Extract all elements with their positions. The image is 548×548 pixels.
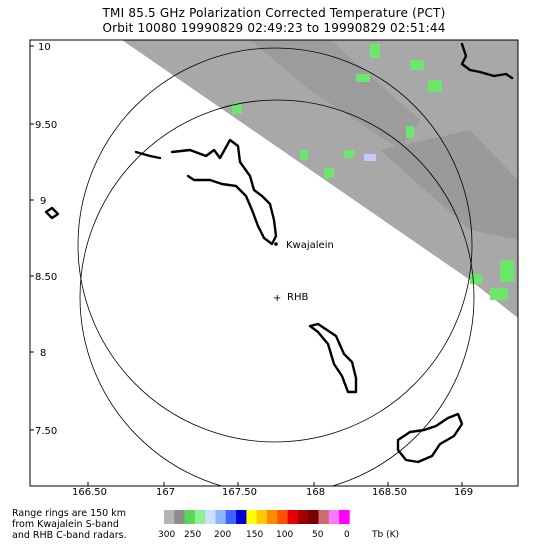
lat-tick-label: 10: [38, 42, 51, 53]
legend-swatch: [164, 510, 175, 524]
legend-label: 200: [214, 530, 231, 540]
legend-label: 250: [184, 530, 201, 540]
legend-swatch: [339, 510, 350, 524]
range-rings: [77, 47, 475, 486]
legend-swatch: [174, 510, 185, 524]
coastlines: [44, 42, 514, 464]
legend-swatch: [297, 510, 309, 524]
color-legend: [164, 510, 350, 524]
legend-swatch: [205, 510, 216, 524]
legend-swatch: [308, 510, 319, 524]
legend-label: 100: [276, 530, 293, 540]
legend-unit: Tb (K): [371, 530, 399, 540]
legend-swatch: [236, 510, 247, 524]
lat-tick-label: 9.50: [35, 120, 57, 131]
lat-tick-label: 7.50: [35, 426, 57, 437]
legend-swatch: [225, 510, 237, 524]
lon-tick-label: 168: [306, 487, 325, 498]
legend-swatch: [184, 510, 196, 524]
rhb-range-ring: [79, 99, 475, 486]
range-ring-note: Range rings are 150 km from Kwajalein S-…: [12, 508, 127, 541]
legend-label: 150: [246, 530, 263, 540]
satellite-swath: [122, 40, 518, 318]
legend-swatch: [215, 510, 227, 524]
maloelap-atoll-outline: [308, 322, 358, 394]
legend-label: 50: [312, 530, 324, 540]
lon-tick-label: 167.50: [222, 487, 257, 498]
legend-swatch: [318, 510, 330, 524]
chart-subtitle: Orbit 10080 19990829 02:49:23 to 1999082…: [102, 21, 446, 35]
lon-tick-label: 167: [156, 487, 175, 498]
legend-swatch: [328, 510, 340, 524]
kwajalein-atoll-outline: [134, 138, 278, 246]
legend-label: 0: [344, 530, 350, 540]
longitude-labels: 166.50 167 167.50 168 168.50 169: [72, 487, 473, 498]
lat-tick-label: 8.50: [35, 272, 57, 283]
legend-labels: 300 250 200 150 100 50 0 Tb (K): [158, 530, 399, 540]
legend-swatch: [267, 510, 278, 524]
plot-frame: [29, 39, 519, 487]
kwajalein-range-ring: [77, 47, 473, 443]
lon-tick-label: 168.50: [372, 487, 407, 498]
chart-title: TMI 85.5 GHz Polarization Corrected Temp…: [102, 6, 446, 20]
rhb-marker: + RHB: [273, 292, 308, 304]
rhb-plus: +: [273, 293, 281, 304]
lon-tick-label: 166.50: [72, 487, 107, 498]
kwajalein-marker: Kwajalein: [274, 240, 334, 251]
axis-ticks: [30, 45, 463, 486]
wotje-atoll-outline: [460, 42, 514, 80]
legend-label: 300: [158, 530, 175, 540]
lat-tick-label: 9: [40, 196, 46, 207]
swath-shading: [380, 130, 518, 240]
swath-region: [122, 40, 518, 318]
legend-swatch: [287, 510, 299, 524]
legend-swatch: [277, 510, 288, 524]
note-line: Range rings are 150 km: [12, 508, 126, 519]
small-island-outline: [44, 206, 60, 220]
note-line: and RHB C-band radars.: [12, 530, 127, 541]
ice-pixel: [364, 154, 376, 161]
latitude-labels: 10 9.50 9 8.50 8 7.50: [35, 42, 57, 437]
legend-swatch: [256, 510, 268, 524]
note-line: from Kwajalein S-band: [12, 519, 119, 530]
legend-swatch: [194, 510, 206, 524]
rhb-label: RHB: [287, 292, 308, 303]
lon-tick-label: 169: [454, 487, 473, 498]
rain-pixels: [232, 44, 514, 300]
southeast-atoll-outline: [396, 412, 464, 464]
kwajalein-label: Kwajalein: [286, 240, 334, 251]
legend-swatch: [246, 510, 257, 524]
swath-shading: [250, 40, 420, 150]
lat-tick-label: 8: [40, 348, 46, 359]
